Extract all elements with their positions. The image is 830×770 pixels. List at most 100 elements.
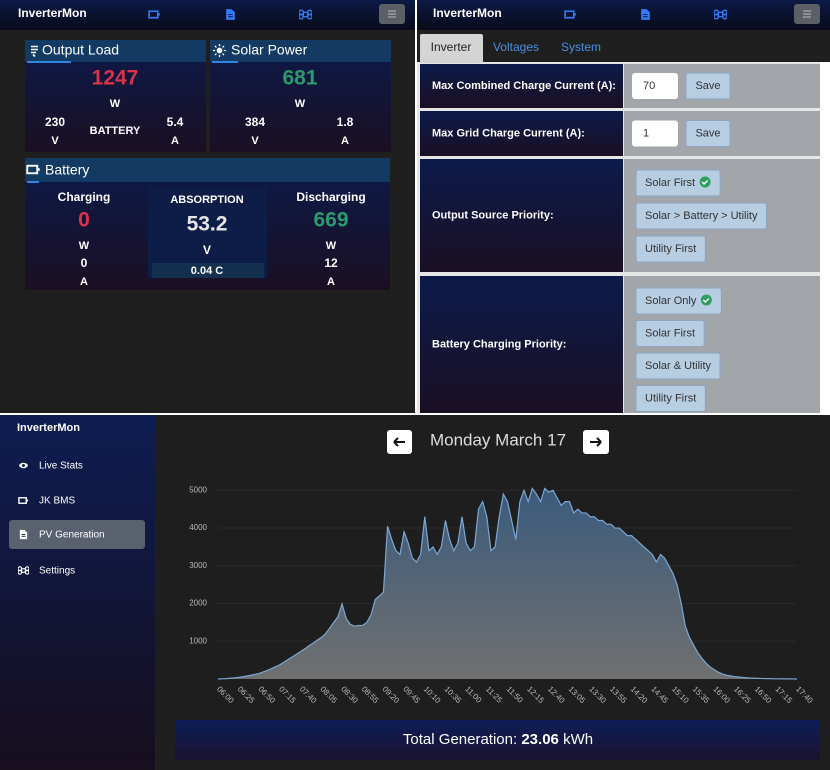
setting-label-cell — [420, 64, 623, 108]
voltage: 230 — [45, 115, 65, 129]
option-label[interactable]: Solar > Battery > Utility — [645, 210, 758, 222]
option-button[interactable] — [635, 235, 706, 263]
input-box[interactable] — [632, 73, 678, 99]
setting-label: Battery Charging Priority: — [432, 338, 566, 350]
c-rate: 0.04 C — [191, 265, 223, 277]
option-label[interactable]: Solar Only — [645, 295, 697, 307]
option-label[interactable]: Solar & Utility — [645, 360, 712, 372]
live-stats-panel: InverterMon Output Load 1247 W 230 V BAT… — [0, 0, 415, 413]
y-tick-label: 3000 — [189, 561, 207, 570]
app-title: InverterMon — [18, 6, 87, 20]
header-bar — [0, 0, 415, 30]
current: 5.4 — [167, 115, 184, 129]
tab[interactable]: System — [561, 40, 601, 54]
solar-value: 681 — [282, 67, 317, 90]
tab[interactable]: Inverter — [431, 40, 472, 54]
menu-button[interactable] — [379, 4, 405, 24]
current: 12 — [324, 256, 338, 270]
app-title: InverterMon — [17, 422, 80, 434]
card-header — [25, 158, 390, 182]
label: Charging — [58, 190, 111, 204]
total-bar — [175, 720, 820, 760]
area-line — [217, 487, 798, 680]
unit: A — [341, 135, 349, 147]
setting-label: Output Source Priority: — [432, 209, 554, 221]
card-underline — [212, 61, 238, 63]
option-button[interactable] — [635, 169, 721, 197]
card-title: Output Load — [42, 42, 119, 58]
setting-label-cell — [420, 111, 623, 156]
battery-state: ABSORPTION — [170, 194, 243, 206]
menu-button[interactable] — [794, 4, 820, 24]
save-button[interactable] — [685, 120, 731, 147]
save-button[interactable] — [685, 72, 731, 100]
option-button[interactable] — [635, 287, 722, 315]
nav-item[interactable]: JK BMS — [39, 496, 75, 507]
unit: W — [110, 98, 121, 110]
nav-active-bg — [9, 520, 145, 549]
y-tick-label: 1000 — [189, 636, 207, 645]
tab[interactable]: Voltages — [493, 40, 539, 54]
total-value: 23.06 — [521, 731, 559, 748]
header-bar — [417, 0, 830, 30]
current: 0 — [81, 256, 88, 270]
card-underline — [27, 61, 71, 63]
option-button[interactable] — [635, 320, 705, 347]
total-label: Total Generation: — [403, 731, 517, 748]
y-tick-label: 5000 — [189, 485, 207, 494]
y-tick-label: 4000 — [189, 523, 207, 532]
total-generation: Total Generation: 23.06 kWh — [403, 731, 593, 748]
card-title: Solar Power — [231, 42, 308, 58]
card-underline — [27, 181, 39, 183]
sidebar — [0, 415, 155, 770]
input-value[interactable]: 70 — [643, 80, 655, 92]
battery-voltage: 53.2 — [187, 213, 228, 236]
setting-label-cell — [420, 276, 623, 413]
option-label[interactable]: Solar First — [645, 177, 695, 189]
option-label[interactable]: Utility First — [645, 392, 696, 404]
input-box[interactable] — [632, 120, 678, 147]
pv-generation-panel: InverterMon Live Stats JK BMS PV Generat… — [0, 415, 830, 770]
input-value[interactable]: 1 — [643, 127, 649, 139]
voltage: 384 — [245, 115, 265, 129]
unit: A — [327, 276, 335, 288]
nav-item[interactable]: Live Stats — [39, 461, 83, 472]
unit: V — [51, 135, 59, 147]
option-label[interactable]: Solar First — [645, 327, 695, 339]
prev-day-button[interactable] — [387, 430, 412, 454]
unit: W — [79, 240, 90, 252]
tab-active[interactable] — [420, 34, 483, 63]
separator — [0, 413, 830, 415]
unit: V — [251, 135, 259, 147]
option-button[interactable] — [635, 202, 767, 230]
setting-label: Max Combined Charge Current (A): — [432, 80, 616, 92]
settings-panel: InverterMon Inverter Voltages System Max… — [417, 0, 830, 413]
card-header — [210, 40, 391, 62]
setting-label: Max Grid Charge Current (A): — [432, 127, 585, 139]
card-title: Battery — [45, 162, 89, 178]
unit: A — [80, 276, 88, 288]
total-unit: kWh — [563, 731, 593, 748]
unit: W — [326, 240, 337, 252]
discharging-value: 669 — [313, 209, 348, 232]
scroll-gutter — [820, 62, 830, 413]
selected-check-mark — [702, 298, 710, 303]
nav-item[interactable]: PV Generation — [39, 530, 105, 541]
load-value: 1247 — [92, 67, 139, 90]
next-day-button[interactable] — [583, 430, 609, 454]
save-label[interactable]: Save — [695, 80, 720, 92]
nav-item[interactable]: Settings — [39, 566, 75, 577]
source-label: BATTERY — [90, 125, 141, 137]
option-button[interactable] — [635, 352, 721, 380]
option-label[interactable]: Utility First — [645, 243, 696, 255]
unit: A — [171, 135, 179, 147]
option-button[interactable] — [635, 385, 706, 412]
current: 1.8 — [337, 115, 354, 129]
selected-check — [700, 294, 712, 306]
unit: W — [295, 98, 306, 110]
label: Discharging — [296, 190, 365, 204]
c-rate-box — [152, 263, 264, 278]
save-label[interactable]: Save — [695, 127, 720, 139]
